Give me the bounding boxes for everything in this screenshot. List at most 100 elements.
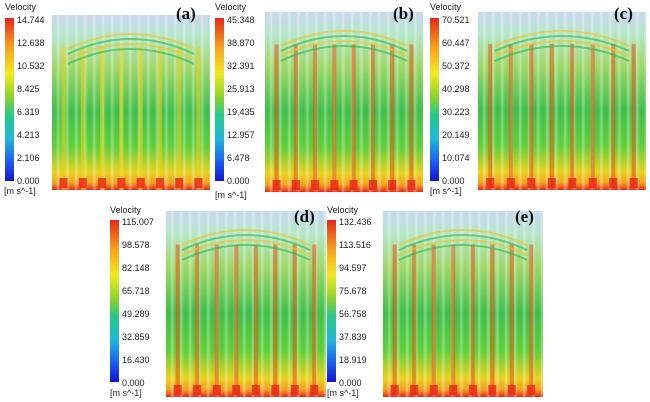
jet-source (330, 180, 339, 190)
jet-source (410, 385, 419, 395)
swirl-streamline (67, 43, 195, 60)
swirl-streamline (398, 239, 528, 256)
jet-source (568, 178, 577, 188)
colorbar-tick: 2.106 (17, 153, 40, 163)
jet-source (272, 180, 281, 190)
vector-texture (173, 229, 319, 397)
colorbar-unit: [m s^-1] (430, 186, 462, 196)
colorbar-tick: 70.521 (442, 15, 470, 25)
flow-jet (273, 244, 278, 397)
panel-e: Velocity 132.436 113.516 94.597 75.678 5… (325, 205, 550, 402)
jet-source (291, 180, 300, 190)
colorbar-title: Velocity (430, 2, 462, 12)
jet-source (271, 385, 280, 395)
flow-jet (431, 244, 436, 397)
flow-jet (611, 44, 616, 190)
colorbar-tick: 65.718 (122, 286, 150, 296)
colorbar-tick: 8.425 (17, 84, 40, 94)
flow-jet (370, 44, 375, 192)
colorbar-tick: 94.597 (339, 263, 367, 273)
flow-jet (293, 44, 298, 192)
jet-source (117, 178, 126, 188)
panel-b: Velocity 45.348 38.870 32.391 25.913 19.… (213, 0, 428, 205)
flow-jet (549, 44, 554, 190)
flow-jet (509, 244, 514, 397)
swirl-streamline (398, 229, 528, 246)
swirl-streamline (280, 30, 408, 47)
colorbar-tick: 98.578 (122, 240, 150, 250)
flow-jet (196, 46, 201, 190)
flow-jet (175, 244, 180, 397)
panel-label: (d) (294, 207, 315, 226)
jet-source (388, 180, 397, 190)
colorbar-unit: [m s^-1] (110, 388, 142, 398)
colorbar-tick: 0.000 (122, 378, 145, 388)
colorbar-unit: [m s^-1] (215, 190, 247, 200)
colorbar-tick: 10.532 (17, 61, 45, 71)
flow-jet (590, 44, 595, 190)
colorbar-tick: 40.298 (442, 84, 470, 94)
colorbar-title: Velocity (215, 2, 247, 12)
jet-source (349, 180, 358, 190)
jet-source (78, 178, 87, 188)
colorbar (110, 220, 119, 382)
flow-jet (490, 244, 495, 397)
colorbar-tick: 132.436 (339, 217, 372, 227)
jet-source (407, 180, 416, 190)
panel-label: (b) (393, 4, 414, 23)
colorbar-tick: 6.319 (17, 107, 40, 117)
flow-jet (313, 44, 318, 192)
jet-source (429, 385, 438, 395)
flow-jet (631, 44, 636, 190)
flow-jet (234, 244, 239, 397)
jet-source (527, 385, 536, 395)
vector-texture (390, 229, 536, 397)
swirl-streamline (67, 38, 195, 55)
colorbar-tick: 0.000 (17, 176, 40, 186)
jet-source (368, 180, 377, 190)
jet-source (506, 178, 515, 188)
colorbar-tick: 20.149 (442, 130, 470, 140)
flow-jet (253, 244, 258, 397)
vector-texture (486, 30, 638, 190)
colorbar-tick: 12.957 (227, 130, 255, 140)
colorbar-tick: 4.213 (17, 130, 40, 140)
colorbar (430, 18, 439, 181)
panel-label: (c) (614, 4, 633, 23)
colorbar-tick: 38.870 (227, 38, 255, 48)
jet-source (488, 385, 497, 395)
colorbar-tick: 32.391 (227, 61, 255, 71)
jet-source (629, 178, 638, 188)
colorbar-title: Velocity (110, 205, 142, 215)
jet-source (527, 178, 536, 188)
panel-d: Velocity 115.007 98.578 82.148 65.718 49… (108, 205, 330, 402)
flow-jet (451, 244, 456, 397)
swirl-streamline (181, 244, 311, 261)
flow-jet (412, 244, 417, 397)
colorbar-tick: 6.478 (227, 153, 250, 163)
swirl-streamline (67, 33, 195, 50)
flow-jet (392, 244, 397, 397)
colorbar-tick: 75.678 (339, 286, 367, 296)
jet-source (588, 178, 597, 188)
flow-jet (274, 44, 279, 192)
jet-source (136, 178, 145, 188)
flow-jet (312, 244, 317, 397)
jet-source (59, 178, 68, 188)
colorbar-tick: 50.372 (442, 61, 470, 71)
swirl-streamline (494, 45, 630, 62)
colorbar-tick: 0.000 (442, 176, 465, 186)
flow-jet (119, 46, 124, 190)
swirl-streamline (181, 239, 311, 256)
colorbar-tick: 37.839 (339, 332, 367, 342)
swirl-streamline (398, 234, 528, 251)
panel-a: Velocity 14.744 12.638 10.532 8.425 6.31… (0, 0, 215, 200)
swirl-streamline (67, 48, 195, 65)
colorbar-tick: 82.148 (122, 263, 150, 273)
colorbar-unit: [m s^-1] (327, 388, 359, 398)
jet-source (390, 385, 399, 395)
colorbar-tick: 14.744 (17, 15, 45, 25)
colorbar-title: Velocity (5, 2, 37, 12)
jet-source (486, 178, 495, 188)
swirl-streamline (398, 244, 528, 261)
